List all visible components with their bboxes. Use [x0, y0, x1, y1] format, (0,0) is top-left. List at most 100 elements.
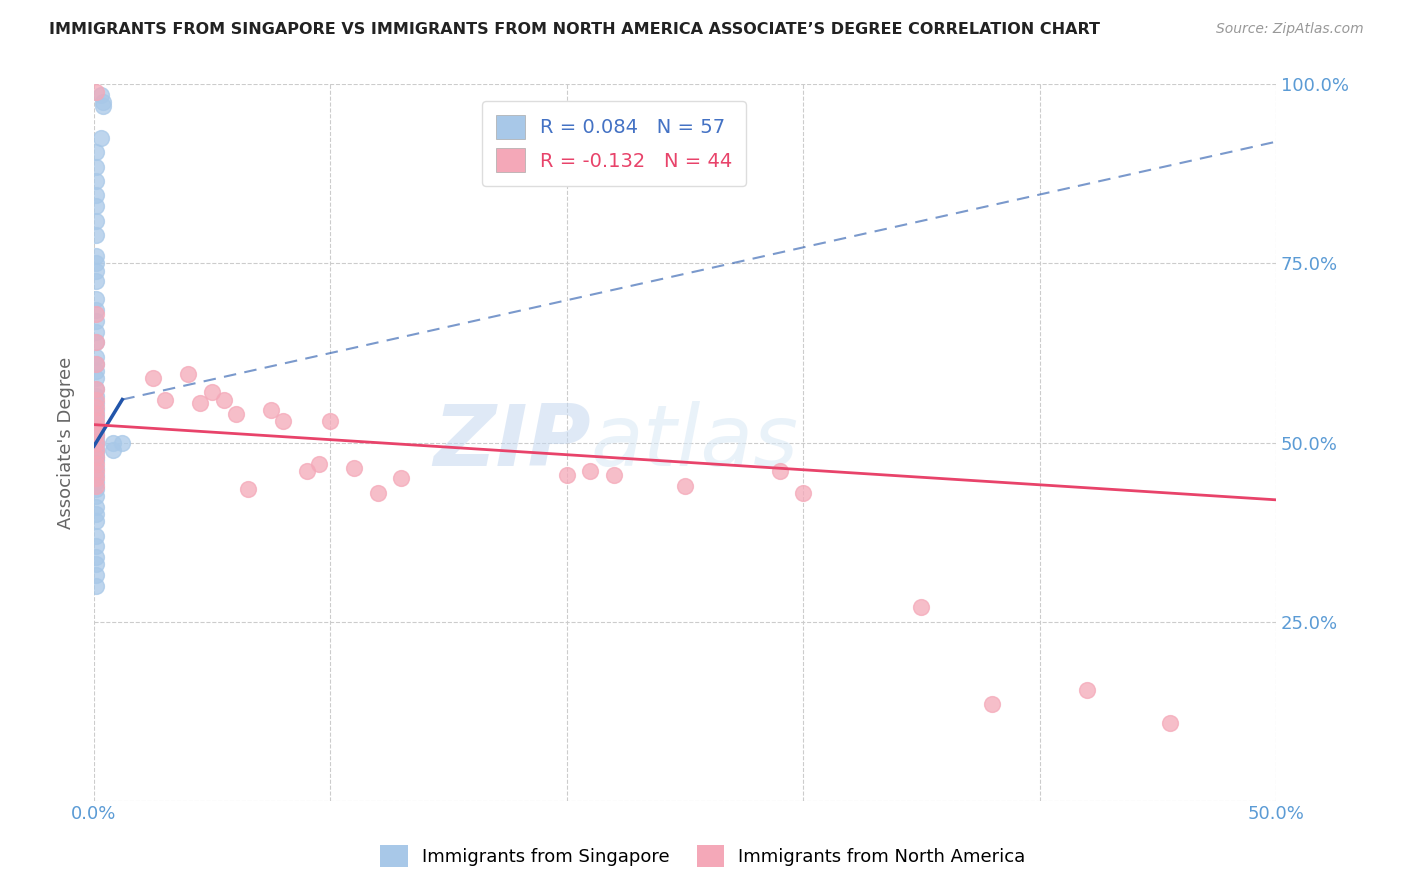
Point — [792, 485, 814, 500]
Point — [84, 446, 107, 460]
Point — [84, 364, 107, 378]
Point — [84, 293, 107, 307]
Point — [308, 457, 330, 471]
Point — [319, 414, 342, 428]
Point — [260, 403, 283, 417]
Point — [84, 145, 107, 160]
Point — [84, 357, 107, 371]
Point — [84, 428, 107, 442]
Point — [111, 435, 134, 450]
Point — [84, 450, 107, 464]
Point — [84, 396, 107, 410]
Point — [84, 249, 107, 263]
Point — [84, 314, 107, 328]
Point — [84, 414, 107, 428]
Point — [84, 579, 107, 593]
Point — [84, 227, 107, 242]
Point — [271, 414, 294, 428]
Y-axis label: Associate's Degree: Associate's Degree — [58, 357, 75, 529]
Point — [84, 478, 107, 492]
Point — [555, 467, 578, 482]
Point — [84, 475, 107, 489]
Point — [84, 467, 107, 482]
Point — [84, 335, 107, 350]
Point — [84, 325, 107, 339]
Point — [84, 307, 107, 321]
Point — [84, 303, 107, 318]
Point — [225, 407, 247, 421]
Point — [84, 357, 107, 371]
Point — [603, 467, 626, 482]
Point — [84, 450, 107, 464]
Point — [142, 371, 165, 385]
Point — [84, 442, 107, 457]
Text: atlas: atlas — [591, 401, 799, 484]
Point — [84, 432, 107, 446]
Point — [84, 500, 107, 514]
Legend: Immigrants from Singapore, Immigrants from North America: Immigrants from Singapore, Immigrants fr… — [373, 838, 1033, 874]
Point — [84, 435, 107, 450]
Point — [84, 550, 107, 565]
Point — [84, 417, 107, 432]
Point — [84, 439, 107, 453]
Point — [177, 368, 200, 382]
Point — [981, 697, 1004, 711]
Point — [367, 485, 389, 500]
Point — [84, 274, 107, 288]
Point — [84, 471, 107, 485]
Point — [579, 464, 602, 478]
Point — [84, 442, 107, 457]
Point — [153, 392, 176, 407]
Point — [84, 460, 107, 475]
Text: Source: ZipAtlas.com: Source: ZipAtlas.com — [1216, 22, 1364, 37]
Point — [1076, 682, 1098, 697]
Point — [295, 464, 318, 478]
Point — [84, 382, 107, 396]
Point — [84, 568, 107, 582]
Point — [84, 528, 107, 542]
Point — [84, 457, 107, 471]
Point — [84, 558, 107, 572]
Point — [84, 407, 107, 421]
Point — [84, 428, 107, 442]
Point — [84, 403, 107, 417]
Point — [84, 263, 107, 277]
Point — [84, 464, 107, 478]
Point — [93, 95, 115, 110]
Point — [236, 482, 259, 496]
Point — [84, 174, 107, 188]
Point — [188, 396, 211, 410]
Point — [201, 385, 224, 400]
Point — [84, 335, 107, 350]
Point — [93, 99, 115, 113]
Point — [84, 350, 107, 364]
Point — [84, 160, 107, 174]
Point — [84, 435, 107, 450]
Point — [84, 421, 107, 435]
Point — [84, 371, 107, 385]
Point — [84, 382, 107, 396]
Point — [84, 188, 107, 202]
Point — [90, 131, 112, 145]
Point — [101, 442, 124, 457]
Point — [84, 400, 107, 414]
Point — [910, 600, 932, 615]
Point — [84, 410, 107, 425]
Point — [212, 392, 235, 407]
Point — [84, 256, 107, 270]
Point — [84, 199, 107, 213]
Point — [84, 85, 107, 99]
Point — [84, 421, 107, 435]
Point — [84, 514, 107, 528]
Point — [673, 478, 696, 492]
Point — [389, 471, 412, 485]
Point — [84, 213, 107, 227]
Point — [84, 489, 107, 503]
Point — [84, 425, 107, 439]
Point — [768, 464, 790, 478]
Text: ZIP: ZIP — [433, 401, 591, 484]
Point — [84, 540, 107, 554]
Legend: R = 0.084   N = 57, R = -0.132   N = 44: R = 0.084 N = 57, R = -0.132 N = 44 — [482, 102, 747, 186]
Point — [84, 392, 107, 407]
Point — [84, 389, 107, 403]
